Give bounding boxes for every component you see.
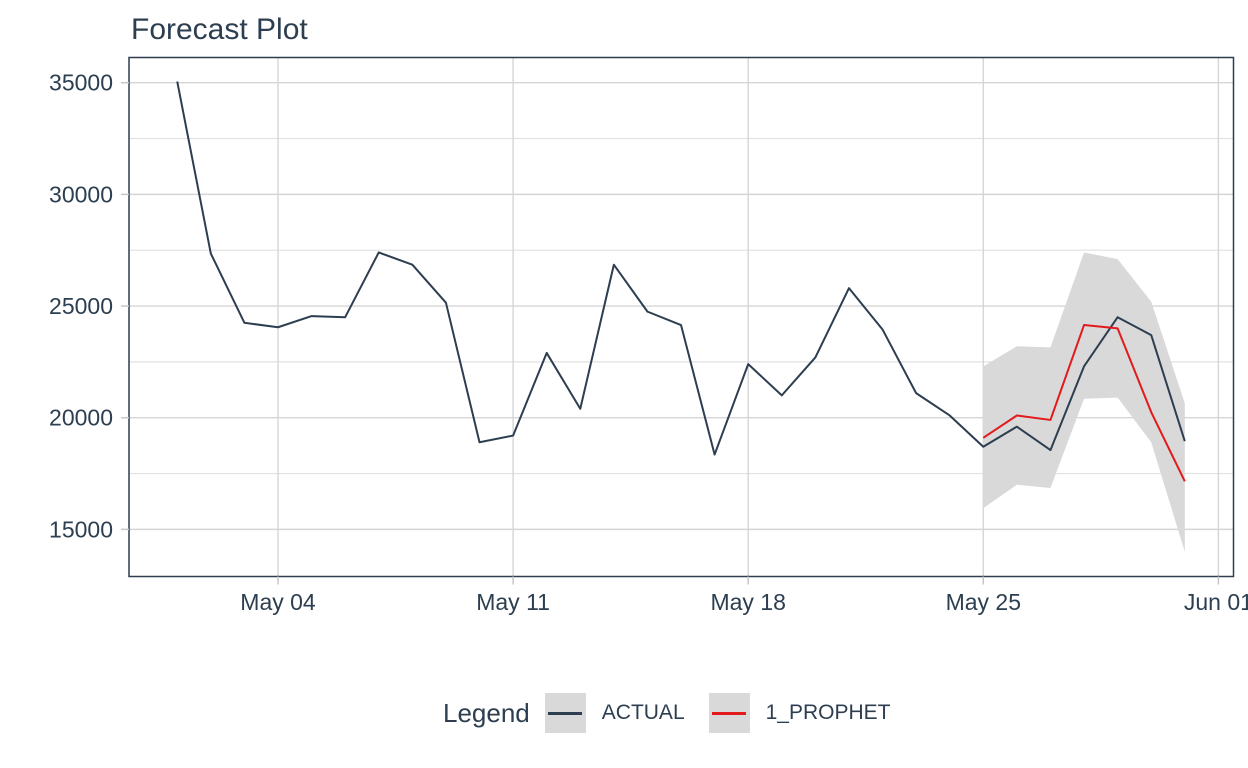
y-axis: 15000 20000 25000 30000 35000 xyxy=(49,70,129,542)
y-tick-label: 15000 xyxy=(49,516,113,542)
legend-key-prophet xyxy=(708,693,750,733)
x-axis: May 04 May 11 May 18 May 25 Jun 01 xyxy=(240,576,1248,615)
legend-label-prophet: 1_PROPHET xyxy=(765,701,891,724)
panel-border xyxy=(128,56,1235,578)
chart-title: Forecast Plot xyxy=(131,13,308,46)
actual-line-swatch xyxy=(548,711,583,715)
y-tick-label: 20000 xyxy=(49,405,113,431)
x-tick-label: Jun 01 xyxy=(1184,589,1248,615)
legend-key-actual xyxy=(544,693,586,733)
legend-title: Legend xyxy=(443,697,530,728)
legend-label-actual: ACTUAL xyxy=(601,701,685,724)
x-tick-label: May 18 xyxy=(710,589,785,615)
y-tick-label: 25000 xyxy=(49,293,113,319)
x-tick-label: May 04 xyxy=(240,589,316,615)
y-tick-label: 35000 xyxy=(49,70,113,96)
x-tick-label: May 25 xyxy=(946,589,1021,615)
1-prophet-line xyxy=(982,324,1186,482)
y-tick-label: 30000 xyxy=(49,181,113,207)
x-tick-label: May 11 xyxy=(476,589,550,615)
prophet-line-swatch xyxy=(712,711,747,715)
actual-line xyxy=(176,81,1186,456)
confidence-band xyxy=(983,252,1185,552)
legend: Legend ACTUAL 1_PROPHET xyxy=(443,691,891,735)
